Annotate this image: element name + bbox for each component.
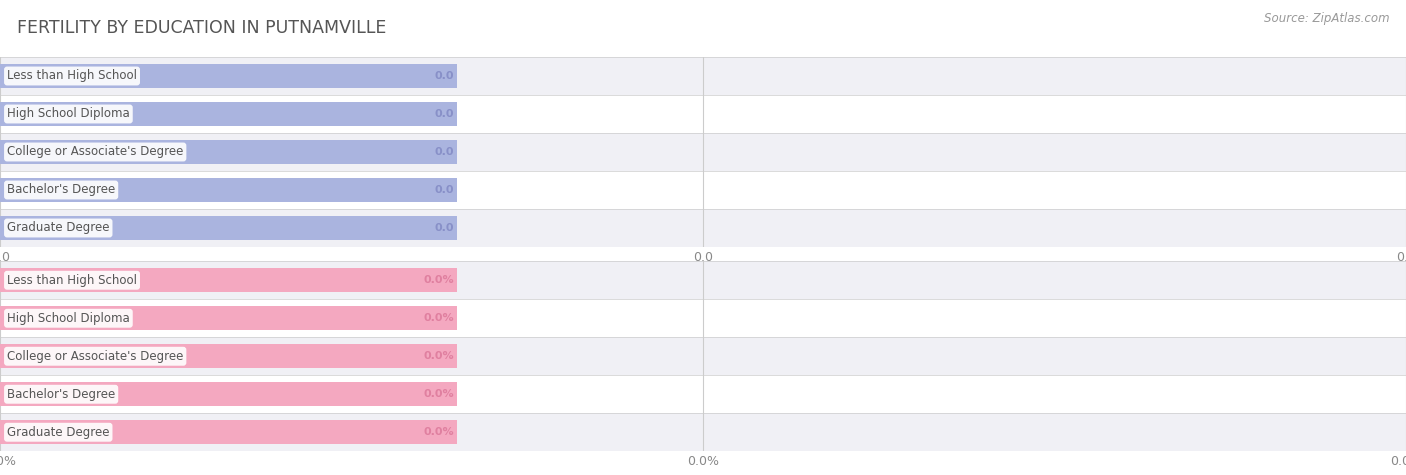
Text: Graduate Degree: Graduate Degree [7, 426, 110, 439]
Bar [0, 420, 457, 444]
Text: 0.0: 0.0 [434, 185, 454, 195]
Bar [0, 261, 1406, 299]
Bar [0, 57, 1406, 95]
Bar [0, 64, 457, 88]
Bar [0, 344, 457, 368]
Bar [0, 375, 1406, 413]
Bar [0, 420, 457, 444]
Text: High School Diploma: High School Diploma [7, 107, 129, 121]
Text: Less than High School: Less than High School [7, 69, 136, 83]
Text: Less than High School: Less than High School [7, 274, 136, 287]
Text: 0.0: 0.0 [434, 71, 454, 81]
Text: Graduate Degree: Graduate Degree [7, 221, 110, 235]
Bar [0, 413, 1406, 451]
Text: College or Associate's Degree: College or Associate's Degree [7, 350, 183, 363]
Text: 0.0%: 0.0% [423, 389, 454, 399]
Bar [0, 216, 457, 240]
Bar [0, 306, 457, 330]
Bar [0, 140, 457, 164]
Text: 0.0%: 0.0% [423, 427, 454, 437]
Text: High School Diploma: High School Diploma [7, 312, 129, 325]
Text: 0.0: 0.0 [434, 223, 454, 233]
Text: 0.0: 0.0 [434, 109, 454, 119]
Bar [0, 178, 457, 202]
Text: 0.0: 0.0 [434, 147, 454, 157]
Bar [0, 209, 1406, 247]
Bar [0, 178, 457, 202]
Text: Bachelor's Degree: Bachelor's Degree [7, 388, 115, 401]
Bar [0, 344, 457, 368]
Bar [0, 268, 457, 292]
Text: 0.0%: 0.0% [423, 351, 454, 361]
Text: College or Associate's Degree: College or Associate's Degree [7, 145, 183, 159]
Text: Source: ZipAtlas.com: Source: ZipAtlas.com [1264, 12, 1389, 25]
Bar [0, 382, 457, 406]
Bar [0, 171, 1406, 209]
Bar [0, 306, 457, 330]
Bar [0, 268, 457, 292]
Bar [0, 102, 457, 126]
Text: 0.0%: 0.0% [423, 275, 454, 285]
Text: 0.0%: 0.0% [423, 313, 454, 323]
Text: FERTILITY BY EDUCATION IN PUTNAMVILLE: FERTILITY BY EDUCATION IN PUTNAMVILLE [17, 19, 387, 37]
Text: Bachelor's Degree: Bachelor's Degree [7, 183, 115, 197]
Bar [0, 133, 1406, 171]
Bar [0, 95, 1406, 133]
Bar [0, 64, 457, 88]
Bar [0, 337, 1406, 375]
Bar [0, 140, 457, 164]
Bar [0, 299, 1406, 337]
Bar [0, 102, 457, 126]
Bar [0, 216, 457, 240]
Bar [0, 382, 457, 406]
